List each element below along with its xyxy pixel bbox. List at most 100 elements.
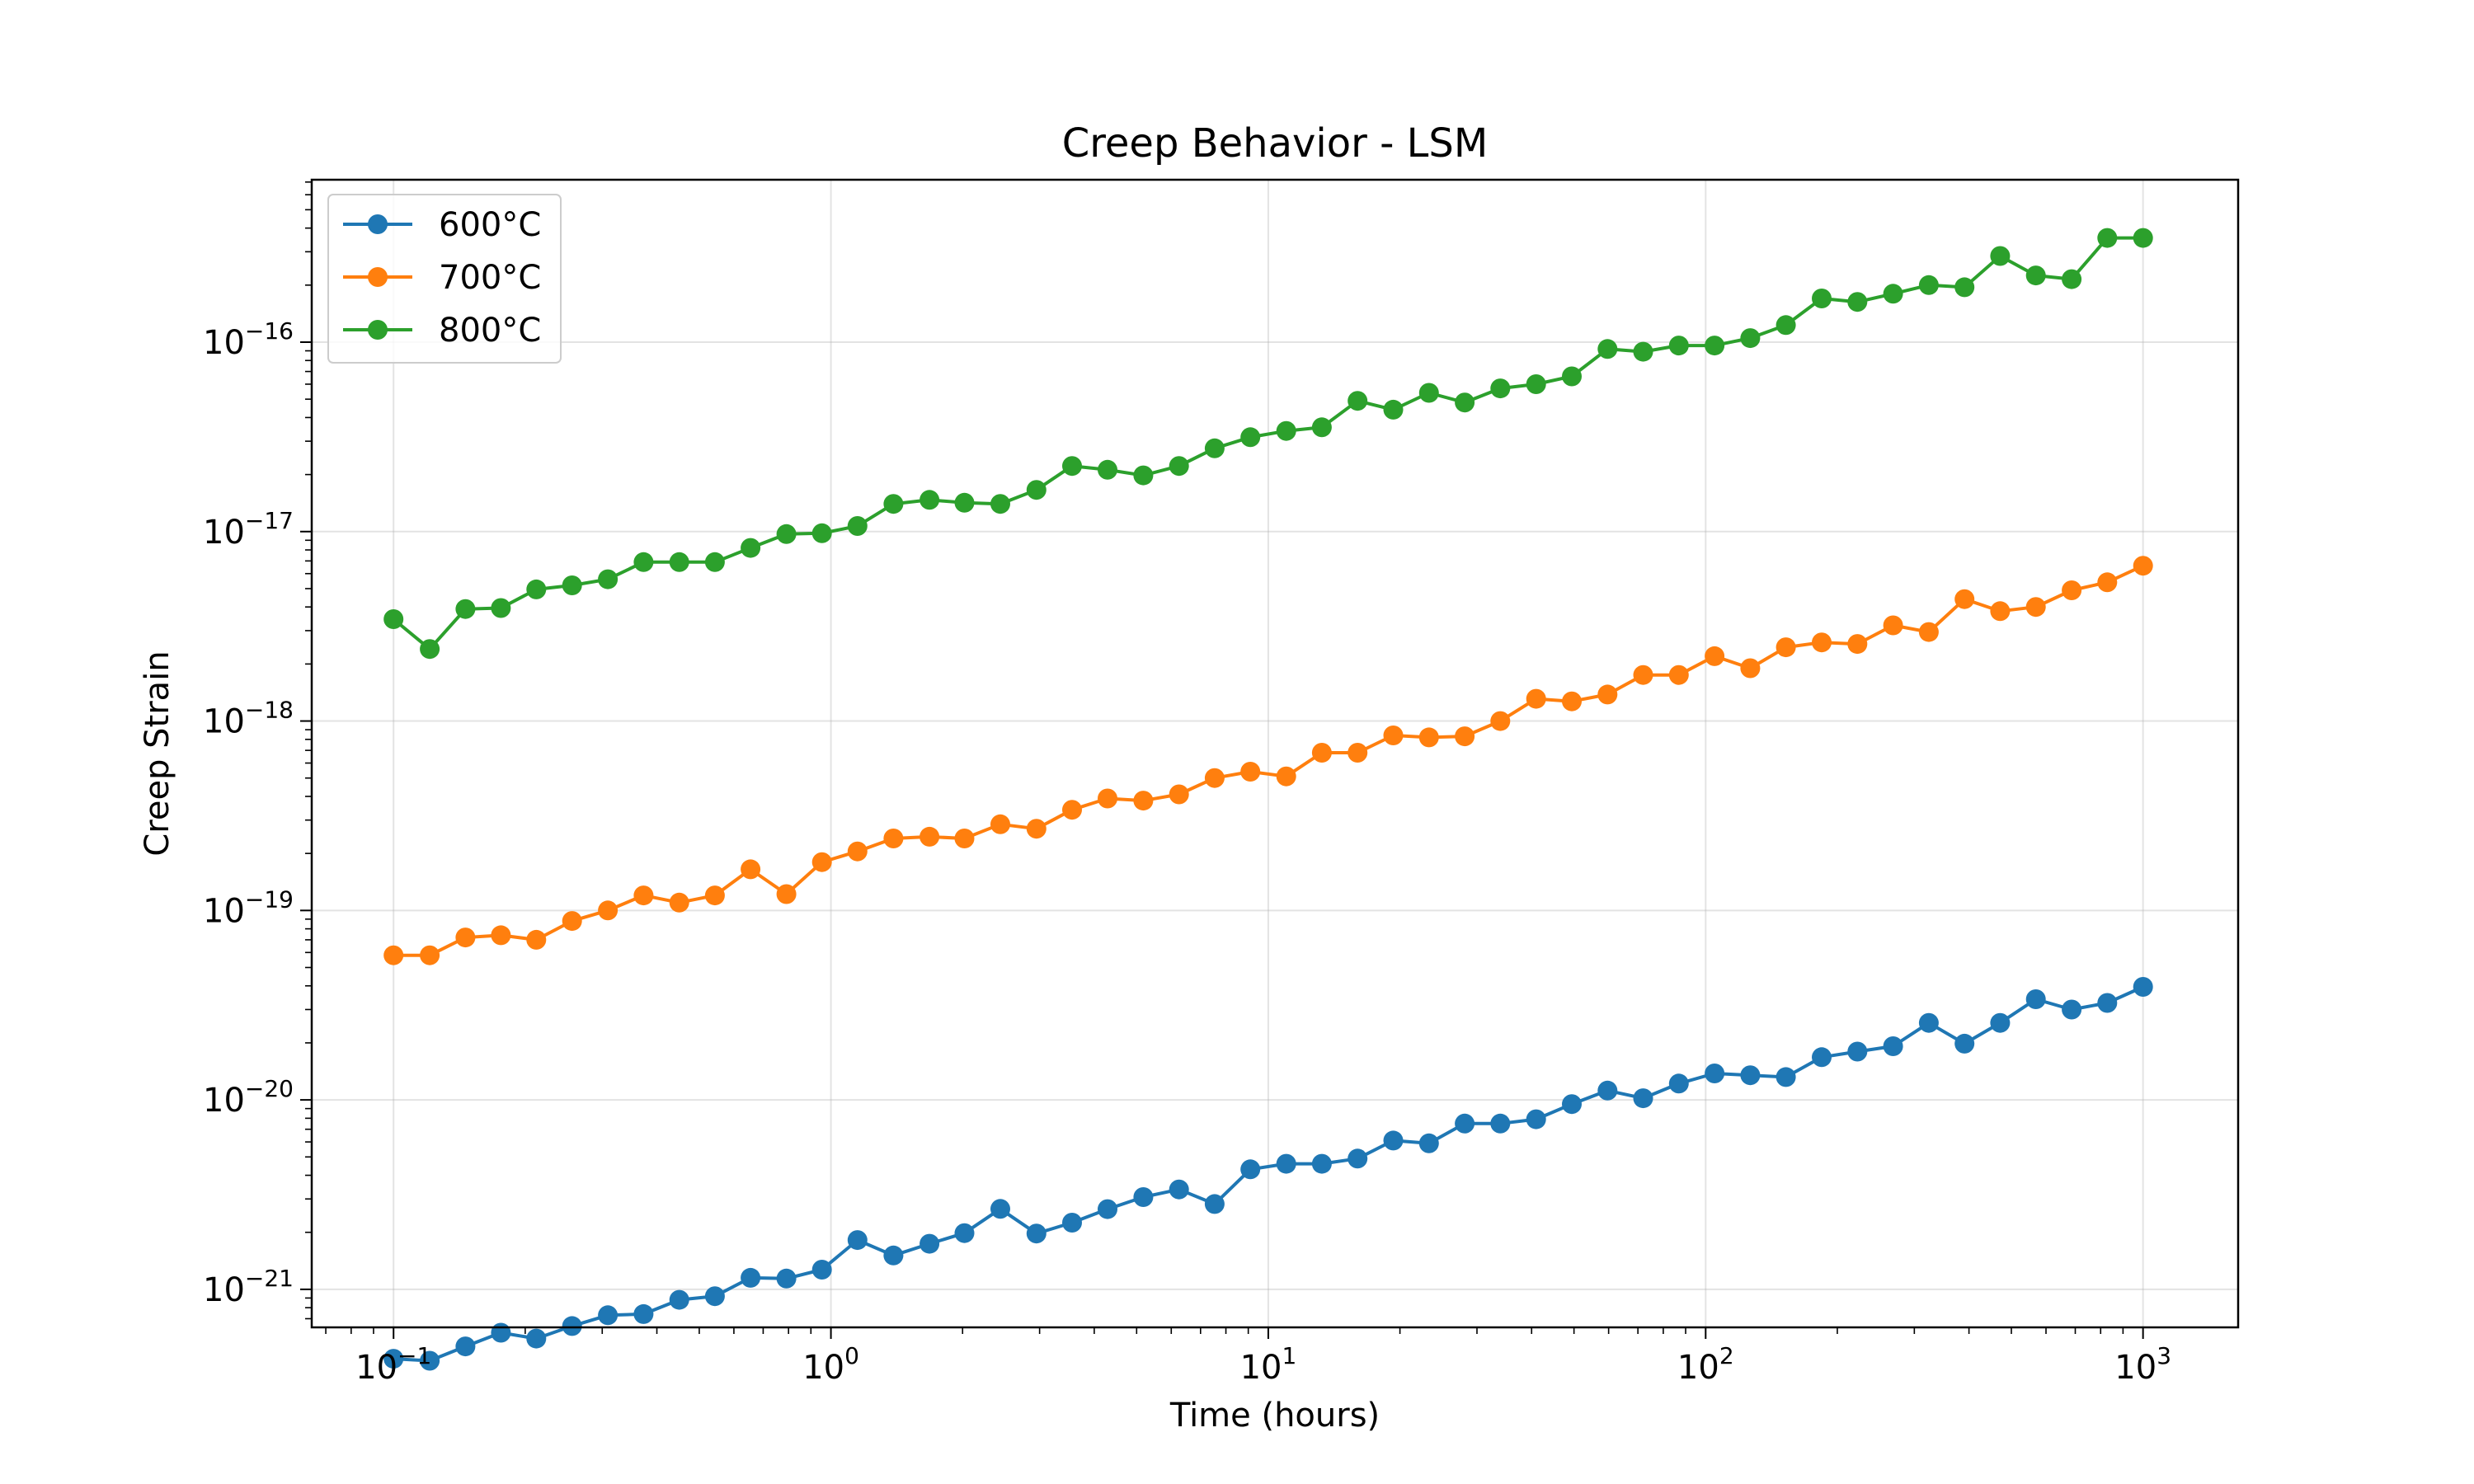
data-point <box>383 609 404 629</box>
data-point <box>1847 634 1868 655</box>
data-point <box>1133 1187 1154 1207</box>
data-point <box>669 1289 689 1310</box>
data-point <box>633 1303 654 1324</box>
data-point <box>1098 788 1117 809</box>
x-tick-label: 10−1 <box>355 1342 431 1387</box>
data-point <box>1526 1109 1546 1129</box>
y-axis-label: Creep Strain <box>139 650 176 856</box>
data-point <box>1562 1094 1582 1115</box>
data-point <box>990 494 1010 514</box>
data-point <box>1204 768 1225 788</box>
data-point <box>526 929 547 950</box>
data-point <box>1276 420 1296 441</box>
data-point <box>383 945 404 965</box>
data-point <box>1240 1159 1261 1180</box>
data-point <box>2025 597 2046 618</box>
data-point <box>776 1268 797 1289</box>
data-point <box>741 1267 761 1288</box>
data-point <box>1169 456 1189 477</box>
data-point <box>1348 1148 1368 1169</box>
data-point <box>1098 459 1117 480</box>
data-point <box>1847 1041 1868 1062</box>
data-point <box>1776 1067 1796 1087</box>
data-point <box>1348 743 1368 763</box>
data-point <box>990 1199 1010 1219</box>
data-point <box>1526 374 1546 394</box>
data-point <box>1455 726 1475 747</box>
data-point <box>1562 691 1582 711</box>
data-point <box>1348 391 1368 411</box>
data-point <box>633 552 654 572</box>
data-point <box>1705 1064 1725 1083</box>
data-point <box>1918 275 1939 295</box>
data-point <box>1633 1088 1653 1109</box>
plot-frame <box>310 178 2240 1329</box>
data-point <box>741 859 761 880</box>
data-point <box>1133 791 1154 811</box>
x-tick-label: 102 <box>1677 1342 1734 1387</box>
data-point <box>1169 1179 1189 1200</box>
data-point <box>811 852 832 872</box>
data-point <box>776 884 797 904</box>
data-point <box>1990 601 2011 622</box>
data-point <box>1562 366 1582 387</box>
data-point <box>1883 284 1903 304</box>
data-point <box>1526 688 1546 709</box>
legend-label: 700°C <box>439 259 541 297</box>
data-point <box>1990 1012 2011 1033</box>
data-point <box>2097 228 2118 248</box>
data-point <box>420 1350 440 1371</box>
grid-layer <box>312 180 2238 1327</box>
y-tick-label: 10−19 <box>203 885 294 930</box>
series-layer <box>383 228 2153 1371</box>
data-point <box>2133 977 2153 997</box>
data-point <box>1418 383 1439 403</box>
data-point <box>1418 1133 1439 1153</box>
data-point <box>1311 743 1332 763</box>
data-point <box>1812 1047 1832 1068</box>
data-point <box>1776 637 1796 658</box>
data-point <box>1455 392 1475 413</box>
data-point <box>1633 341 1653 362</box>
data-point <box>491 598 511 618</box>
data-point <box>455 599 476 619</box>
data-point <box>1026 819 1047 839</box>
data-point <box>847 1230 868 1251</box>
data-point <box>598 1305 618 1326</box>
y-tick-label: 10−21 <box>203 1265 294 1309</box>
data-point <box>491 925 511 946</box>
legend-label: 600°C <box>439 206 541 244</box>
data-point <box>920 826 940 847</box>
data-point <box>598 900 618 921</box>
data-point <box>776 524 797 544</box>
data-point <box>704 885 725 906</box>
legend-box <box>327 194 562 364</box>
legend-marker <box>368 214 388 234</box>
legend-marker <box>368 267 388 287</box>
data-point <box>2133 556 2153 576</box>
data-point <box>1668 336 1689 356</box>
data-point <box>883 829 904 848</box>
data-point <box>1026 480 1047 500</box>
data-point <box>883 1245 904 1266</box>
data-point <box>1597 339 1618 359</box>
data-point <box>1383 399 1404 420</box>
data-point <box>1169 784 1189 805</box>
data-point <box>1597 684 1618 705</box>
x-axis-label: Time (hours) <box>1169 1397 1380 1435</box>
data-point <box>1062 456 1082 477</box>
data-point <box>1098 1199 1117 1219</box>
y-tick-label: 10−16 <box>203 317 294 362</box>
data-point <box>954 492 975 513</box>
data-point <box>455 928 476 948</box>
data-point <box>1276 766 1296 787</box>
data-point <box>1133 465 1154 486</box>
data-point <box>1490 378 1511 399</box>
data-point <box>1847 292 1868 312</box>
data-point <box>1383 1130 1404 1151</box>
data-point <box>633 885 654 906</box>
data-point <box>491 1322 511 1343</box>
tick-layer: 10−1 100 101 102 103 10−21 10−20 10−19 10−18 10−1… <box>203 181 2171 1387</box>
data-point <box>420 945 440 965</box>
